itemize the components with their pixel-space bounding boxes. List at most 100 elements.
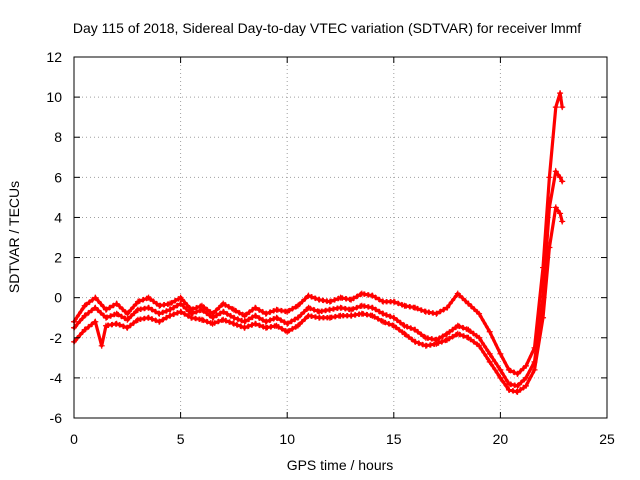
data-point bbox=[230, 314, 237, 321]
data-point bbox=[557, 174, 564, 181]
data-point bbox=[422, 308, 429, 315]
data-point bbox=[252, 304, 259, 311]
data-point bbox=[145, 314, 152, 321]
chart-title: Day 115 of 2018, Sidereal Day-to-day VTE… bbox=[73, 20, 581, 36]
data-point bbox=[177, 294, 184, 301]
data-point bbox=[230, 306, 237, 313]
data-point bbox=[559, 104, 566, 111]
data-point bbox=[444, 330, 451, 337]
series-trace bbox=[72, 169, 564, 388]
data-point bbox=[497, 374, 504, 381]
data-point bbox=[145, 294, 152, 301]
y-tick-label: 4 bbox=[54, 209, 62, 225]
data-point bbox=[177, 300, 184, 307]
data-point bbox=[81, 326, 88, 333]
data-point bbox=[316, 314, 323, 321]
data-point bbox=[273, 306, 280, 313]
x-tick-label: 25 bbox=[599, 431, 615, 447]
data-point bbox=[102, 322, 109, 329]
data-point bbox=[559, 218, 566, 225]
data-point bbox=[444, 304, 451, 311]
data-point bbox=[465, 326, 472, 333]
data-point bbox=[486, 358, 493, 365]
data-point bbox=[166, 300, 173, 307]
series-2 bbox=[71, 167, 566, 389]
data-point bbox=[422, 342, 429, 349]
series-trace-offset bbox=[73, 171, 563, 389]
data-point bbox=[220, 316, 227, 323]
data-point bbox=[156, 310, 163, 317]
series-trace-offset bbox=[73, 207, 563, 395]
data-point bbox=[113, 300, 120, 307]
data-point bbox=[102, 306, 109, 313]
data-point bbox=[401, 322, 408, 329]
data-point bbox=[422, 334, 429, 341]
x-tick-label: 20 bbox=[493, 431, 509, 447]
x-tick-label: 10 bbox=[279, 431, 295, 447]
series-1 bbox=[71, 90, 566, 377]
data-point bbox=[92, 294, 99, 301]
data-point bbox=[98, 342, 105, 349]
data-point bbox=[252, 320, 259, 327]
data-point bbox=[124, 310, 131, 317]
plot-frame bbox=[73, 56, 608, 419]
data-point bbox=[241, 318, 248, 325]
data-point bbox=[305, 304, 312, 311]
data-point bbox=[552, 204, 559, 211]
data-point bbox=[113, 320, 120, 327]
x-tick-labels: 0 5 10 15 20 25 bbox=[70, 431, 615, 447]
data-point bbox=[476, 310, 483, 317]
data-point bbox=[454, 322, 461, 329]
data-point bbox=[552, 104, 559, 111]
data-point bbox=[220, 300, 227, 307]
data-point bbox=[156, 318, 163, 325]
data-point bbox=[198, 306, 205, 313]
data-point bbox=[476, 334, 483, 341]
x-tick-label: 5 bbox=[177, 431, 185, 447]
data-point bbox=[454, 330, 461, 337]
y-axis-label: SDTVAR / TECUs bbox=[6, 181, 22, 293]
data-point bbox=[294, 314, 301, 321]
series-trace-offset bbox=[73, 203, 563, 391]
data-point bbox=[230, 320, 237, 327]
data-point bbox=[401, 330, 408, 337]
data-point bbox=[284, 328, 291, 335]
data-point bbox=[369, 292, 376, 299]
data-point bbox=[262, 318, 269, 325]
data-point bbox=[380, 318, 387, 325]
data-point bbox=[546, 174, 553, 181]
data-point bbox=[134, 316, 141, 323]
data-point bbox=[369, 312, 376, 319]
y-tick-label: -4 bbox=[50, 370, 63, 386]
y-tick-label: 12 bbox=[46, 49, 62, 65]
data-point bbox=[559, 178, 566, 185]
series-trace-offset bbox=[73, 167, 563, 385]
data-point bbox=[294, 322, 301, 329]
data-point bbox=[522, 374, 529, 381]
x-tick-label: 0 bbox=[70, 431, 78, 447]
data-series bbox=[71, 90, 566, 395]
data-point bbox=[145, 304, 152, 311]
data-point bbox=[337, 312, 344, 319]
y-tick-label: 0 bbox=[54, 290, 62, 306]
data-point bbox=[348, 296, 355, 303]
data-point bbox=[486, 350, 493, 357]
data-point bbox=[92, 318, 99, 325]
y-tick-label: 8 bbox=[54, 129, 62, 145]
y-tick-label: 6 bbox=[54, 169, 62, 185]
data-point bbox=[557, 90, 564, 97]
data-point bbox=[433, 340, 440, 347]
data-point bbox=[465, 334, 472, 341]
data-point bbox=[113, 310, 120, 317]
data-point bbox=[284, 320, 291, 327]
data-point bbox=[241, 312, 248, 319]
data-point bbox=[262, 310, 269, 317]
data-point bbox=[326, 298, 333, 305]
data-point bbox=[514, 388, 521, 395]
y-tick-label: -2 bbox=[50, 330, 63, 346]
data-point bbox=[546, 244, 553, 251]
data-point bbox=[412, 326, 419, 333]
data-point bbox=[486, 328, 493, 335]
data-point bbox=[177, 308, 184, 315]
